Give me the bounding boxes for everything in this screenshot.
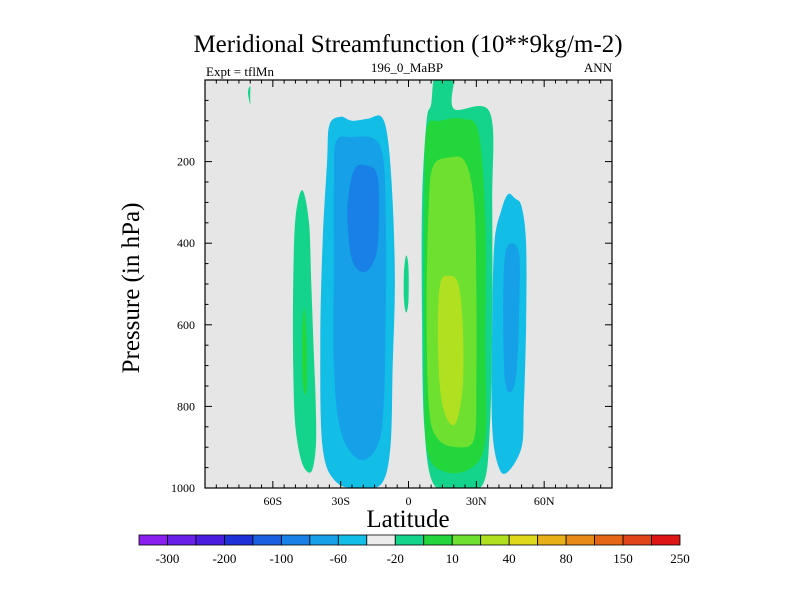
- y-tick-label: 1000: [171, 481, 195, 495]
- colorbar-swatch: [280, 534, 311, 546]
- colorbar-swatch: [622, 534, 652, 546]
- colorbar-swatch: [138, 534, 168, 546]
- time-label: 196_0_MaBP: [371, 60, 443, 75]
- colorbar-label: -60: [330, 551, 347, 566]
- colorbar-label: -20: [387, 551, 404, 566]
- y-tick-label: 400: [177, 236, 195, 250]
- colorbar-swatch: [337, 534, 368, 546]
- colorbar-swatch: [594, 534, 624, 546]
- colorbar-swatch: [423, 534, 453, 546]
- colorbar-swatch: [565, 534, 595, 546]
- x-axis-label: Latitude: [366, 506, 449, 533]
- colorbar-swatch: [651, 534, 681, 546]
- y-tick-label: 800: [177, 399, 195, 413]
- colorbar-swatch: [252, 534, 282, 546]
- experiment-label: Expt = tflMn: [206, 64, 274, 79]
- colorbar-label: 40: [503, 551, 516, 566]
- colorbar: -300 -200 -100 -60 -20 10 40 80 150 250: [138, 534, 690, 566]
- chart-title: Meridional Streamfunction (10**9kg/m-2): [193, 31, 622, 58]
- contour-region-9: [437, 275, 464, 426]
- colorbar-swatch: [508, 534, 539, 546]
- contour-region-10: [403, 255, 409, 313]
- colorbar-swatch: [366, 534, 396, 546]
- x-tick-label: 30N: [466, 494, 487, 508]
- colorbar-swatch: [167, 534, 197, 546]
- season-label: ANN: [584, 60, 613, 75]
- x-tick-label: 0: [406, 494, 412, 508]
- colorbar-label: 250: [670, 551, 690, 566]
- colorbar-swatch: [195, 534, 225, 546]
- x-axis: 60S 30S 0 30N 60N: [204, 80, 613, 508]
- colorbar-label: -100: [269, 551, 293, 566]
- y-axis: 200 400 600 800 1000: [171, 79, 612, 495]
- colorbar-swatch: [394, 534, 425, 546]
- colorbar-label: 10: [446, 551, 459, 566]
- colorbar-label: -300: [156, 551, 180, 566]
- colorbar-swatch: [224, 534, 254, 546]
- y-tick-label: 200: [177, 155, 195, 169]
- contour-layer: [248, 80, 527, 488]
- contour-region-5: [347, 164, 380, 273]
- contour-region-1: [301, 308, 308, 395]
- colorbar-swatch: [451, 534, 482, 546]
- colorbar-swatch: [537, 534, 567, 546]
- colorbar-swatch: [480, 534, 510, 546]
- colorbar-label: 150: [613, 551, 633, 566]
- x-tick-label: 60S: [263, 494, 282, 508]
- contour-region-12: [503, 243, 520, 393]
- y-axis-label: Pressure (in hPa): [118, 203, 145, 374]
- colorbar-label: 80: [560, 551, 573, 566]
- colorbar-label: -200: [212, 551, 236, 566]
- x-tick-label: 60N: [534, 494, 555, 508]
- y-tick-label: 600: [177, 318, 195, 332]
- contour-region-2: [248, 86, 251, 105]
- colorbar-swatch: [309, 534, 339, 546]
- x-tick-label: 30S: [331, 494, 350, 508]
